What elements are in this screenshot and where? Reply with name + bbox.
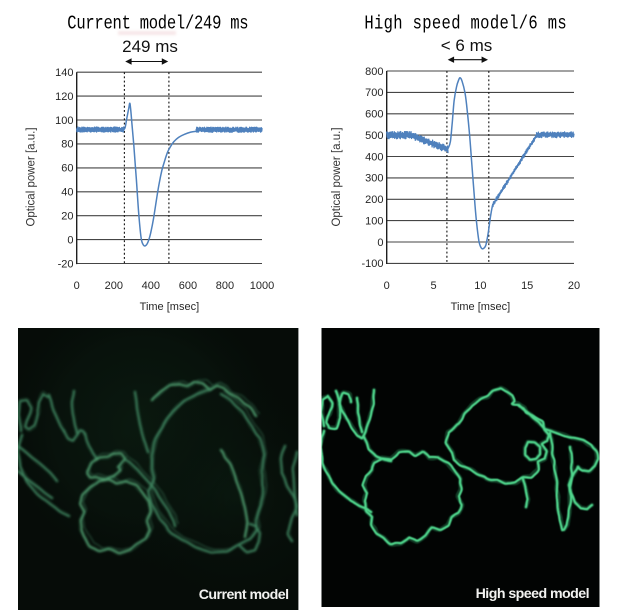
svg-text:100: 100	[365, 215, 383, 227]
svg-text:400: 400	[365, 151, 383, 163]
svg-text:20: 20	[61, 211, 73, 223]
svg-text:800: 800	[365, 66, 383, 78]
svg-text:140: 140	[55, 67, 73, 79]
svg-text:200: 200	[365, 194, 383, 206]
svg-text:Time [msec]: Time [msec]	[140, 301, 200, 313]
svg-text:500: 500	[365, 130, 383, 142]
svg-text:0: 0	[384, 280, 390, 292]
svg-text:Time [msec]: Time [msec]	[451, 301, 511, 313]
svg-text:300: 300	[365, 173, 383, 185]
svg-text:120: 120	[55, 91, 73, 103]
svg-text:-100: -100	[361, 258, 383, 270]
svg-text:< 6 ms: < 6 ms	[441, 36, 493, 55]
svg-text:0: 0	[74, 280, 80, 292]
svg-text:20: 20	[568, 280, 580, 292]
svg-text:800: 800	[216, 280, 234, 292]
svg-text:600: 600	[365, 109, 383, 121]
svg-text:400: 400	[142, 280, 160, 292]
svg-text:40: 40	[61, 187, 73, 199]
svg-text:60: 60	[61, 163, 73, 175]
svg-text:0: 0	[67, 234, 73, 246]
svg-text:700: 700	[365, 87, 383, 99]
svg-text:100: 100	[55, 115, 73, 127]
svg-text:80: 80	[61, 139, 73, 151]
svg-text:200: 200	[105, 280, 123, 292]
svg-text:600: 600	[179, 280, 197, 292]
svg-text:0: 0	[377, 237, 383, 249]
svg-text:5: 5	[430, 280, 436, 292]
svg-text:-20: -20	[58, 258, 74, 270]
svg-text:15: 15	[521, 280, 533, 292]
svg-text:Optical power [a.u.]: Optical power [a.u.]	[331, 127, 343, 226]
svg-text:1000: 1000	[250, 280, 274, 292]
svg-text:10: 10	[474, 280, 486, 292]
svg-text:Optical power [a.u.]: Optical power [a.u.]	[26, 127, 38, 226]
svg-text:249 ms: 249 ms	[122, 37, 178, 56]
